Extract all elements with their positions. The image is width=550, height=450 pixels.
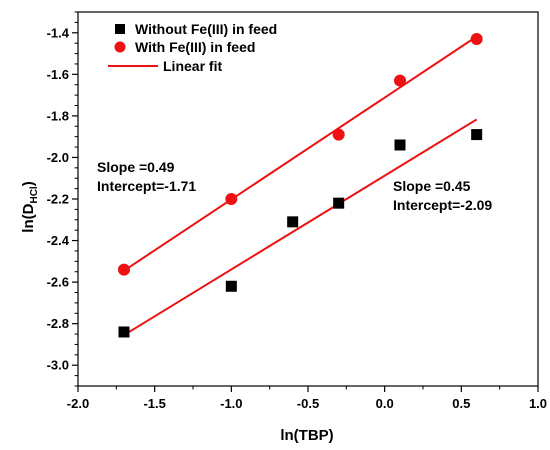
y-axis-title: ln(DHCl): [20, 181, 40, 232]
y-axis-title-sub: HCl: [29, 186, 40, 203]
annotation-slope-lower: Slope =0.45: [393, 178, 471, 194]
annotations-layer: Slope =0.49 Intercept=-1.71 Slope =0.45 …: [97, 159, 492, 213]
y-tick-label: -2.6: [47, 275, 69, 290]
data-points-layer: [118, 33, 483, 338]
axis-titles: ln(TBP) ln(DHCl): [20, 181, 334, 444]
x-axis-title: ln(TBP): [280, 427, 333, 444]
y-axis-title-close: ): [20, 181, 37, 186]
y-tick-label: -2.0: [47, 150, 69, 165]
fit-line-0: [123, 35, 478, 272]
x-tick-label: 0.0: [376, 396, 394, 411]
x-tick-label: -2.0: [67, 396, 89, 411]
data-point-circle: [470, 33, 483, 46]
y-tick-label: -1.4: [47, 25, 70, 40]
data-point-square: [394, 139, 406, 151]
y-tick-label: -3.0: [47, 358, 69, 373]
annotation-slope-upper: Slope =0.49: [97, 159, 175, 175]
data-point-circle: [394, 74, 406, 87]
fit-lines-layer: [123, 35, 478, 336]
y-tick-label: -2.2: [47, 192, 69, 207]
data-point-circle: [332, 128, 345, 141]
x-tick-label: 1.0: [529, 396, 547, 411]
data-point-square: [471, 129, 483, 141]
x-tick-label: -1.0: [220, 396, 242, 411]
y-tick-label: -1.6: [47, 67, 69, 82]
data-point-circle: [118, 263, 130, 276]
data-point-square: [225, 280, 237, 292]
x-tick-label: -1.5: [143, 396, 165, 411]
legend-marker-circle: [114, 41, 126, 53]
axes-layer: -2.0 -1.5 -1.0 -0.5 0.0 0.5 1.0 -3.0 -2.8 -2.6 -2.…: [47, 11, 547, 411]
annotation-intercept-upper: Intercept=-1.71: [97, 178, 196, 194]
legend-marker-square: [115, 24, 125, 34]
legend-label-linear-fit: Linear fit: [163, 58, 222, 74]
y-axis-title-main: ln(D: [20, 203, 37, 232]
y-tick-label: -2.8: [47, 316, 69, 331]
y-tick-label: -1.8: [47, 108, 69, 123]
x-tick-label: -0.5: [297, 396, 319, 411]
data-point-square: [287, 216, 299, 228]
x-tick-label: 0.5: [452, 396, 470, 411]
y-tick-label: -2.4: [47, 233, 70, 248]
legend-label-with-fe: With Fe(III) in feed: [135, 39, 255, 55]
legend: Without Fe(III) in feed With Fe(III) in …: [108, 21, 277, 74]
annotation-intercept-lower: Intercept=-2.09: [393, 197, 492, 213]
data-point-square: [118, 326, 130, 338]
data-point-square: [333, 197, 345, 209]
data-point-circle: [225, 193, 238, 205]
legend-label-without-fe: Without Fe(III) in feed: [135, 21, 277, 37]
fit-line-1: [123, 118, 478, 336]
